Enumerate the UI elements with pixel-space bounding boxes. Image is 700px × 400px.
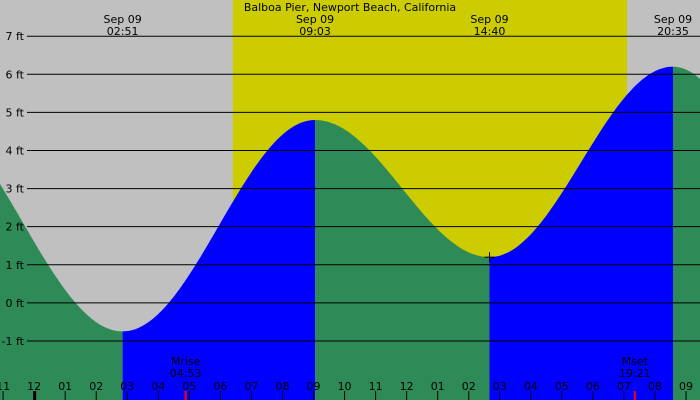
moon-event-time: 04:53 <box>170 367 202 380</box>
extreme-date-label: Sep 09 <box>103 13 141 26</box>
x-tick-label: 07 <box>617 380 631 393</box>
tide-area <box>0 66 700 400</box>
y-tick-label: 6 ft <box>6 68 25 81</box>
y-tick-label: -1 ft <box>2 335 25 348</box>
extreme-time-label: 20:35 <box>657 25 689 38</box>
x-tick-label: 05 <box>182 380 196 393</box>
x-tick-label: 03 <box>120 380 134 393</box>
falling-tide-segment <box>315 120 490 400</box>
y-tick-label: 2 ft <box>6 221 25 234</box>
x-tick-label: 08 <box>275 380 289 393</box>
extreme-date-label: Sep 09 <box>654 13 692 26</box>
x-tick-label: 01 <box>58 380 72 393</box>
rising-tide-segment <box>122 120 316 400</box>
x-tick-label: 05 <box>555 380 569 393</box>
moon-event-time: 19:21 <box>619 367 651 380</box>
x-tick-label: 09 <box>679 380 693 393</box>
x-tick-label: 01 <box>431 380 445 393</box>
extreme-date-label: Sep 09 <box>470 13 508 26</box>
y-tick-label: 3 ft <box>6 183 25 196</box>
y-tick-label: 0 ft <box>6 297 25 310</box>
midnight-marker <box>33 391 37 400</box>
falling-tide-segment <box>0 184 123 400</box>
x-tick-label: 12 <box>27 380 41 393</box>
moon-event-name: Mset <box>622 355 649 368</box>
x-tick-label: 11 <box>369 380 383 393</box>
x-tick-label: 11 <box>0 380 10 393</box>
extreme-time-label: 02:51 <box>107 25 139 38</box>
extreme-date-label: Sep 09 <box>296 13 334 26</box>
grid-lines <box>27 35 700 342</box>
x-tick-label: 08 <box>648 380 662 393</box>
x-tick-label: 10 <box>338 380 352 393</box>
extreme-time-label: 14:40 <box>474 25 506 38</box>
y-tick-label: 4 ft <box>6 144 25 157</box>
y-tick-label: 1 ft <box>6 259 25 272</box>
extreme-time-label: 09:03 <box>299 25 331 38</box>
x-tick-label: 06 <box>213 380 227 393</box>
falling-tide-segment <box>673 66 700 400</box>
moon-event-name: Mrise <box>171 355 201 368</box>
x-axis-labels: 11 12 01 02 03 04 05 06 07 08 09 10 11 12 01 02 03 04 05 06… <box>0 380 693 400</box>
x-tick-label: 09 <box>307 380 321 393</box>
y-axis-labels: 7 ft 6 ft 5 ft 4 ft 3 ft 2 ft 1 ft 0 ft -1 ft <box>2 30 25 348</box>
x-tick-label: 02 <box>462 380 476 393</box>
x-tick-label: 02 <box>89 380 103 393</box>
x-tick-label: 07 <box>244 380 258 393</box>
x-tick-label: 04 <box>524 380 538 393</box>
x-tick-label: 04 <box>151 380 165 393</box>
y-tick-label: 7 ft <box>6 30 25 43</box>
chart-title: Balboa Pier, Newport Beach, California <box>244 1 456 14</box>
x-tick-label: 12 <box>400 380 414 393</box>
x-tick-label: 06 <box>586 380 600 393</box>
y-tick-label: 5 ft <box>6 106 25 119</box>
x-tick-label: 03 <box>493 380 507 393</box>
